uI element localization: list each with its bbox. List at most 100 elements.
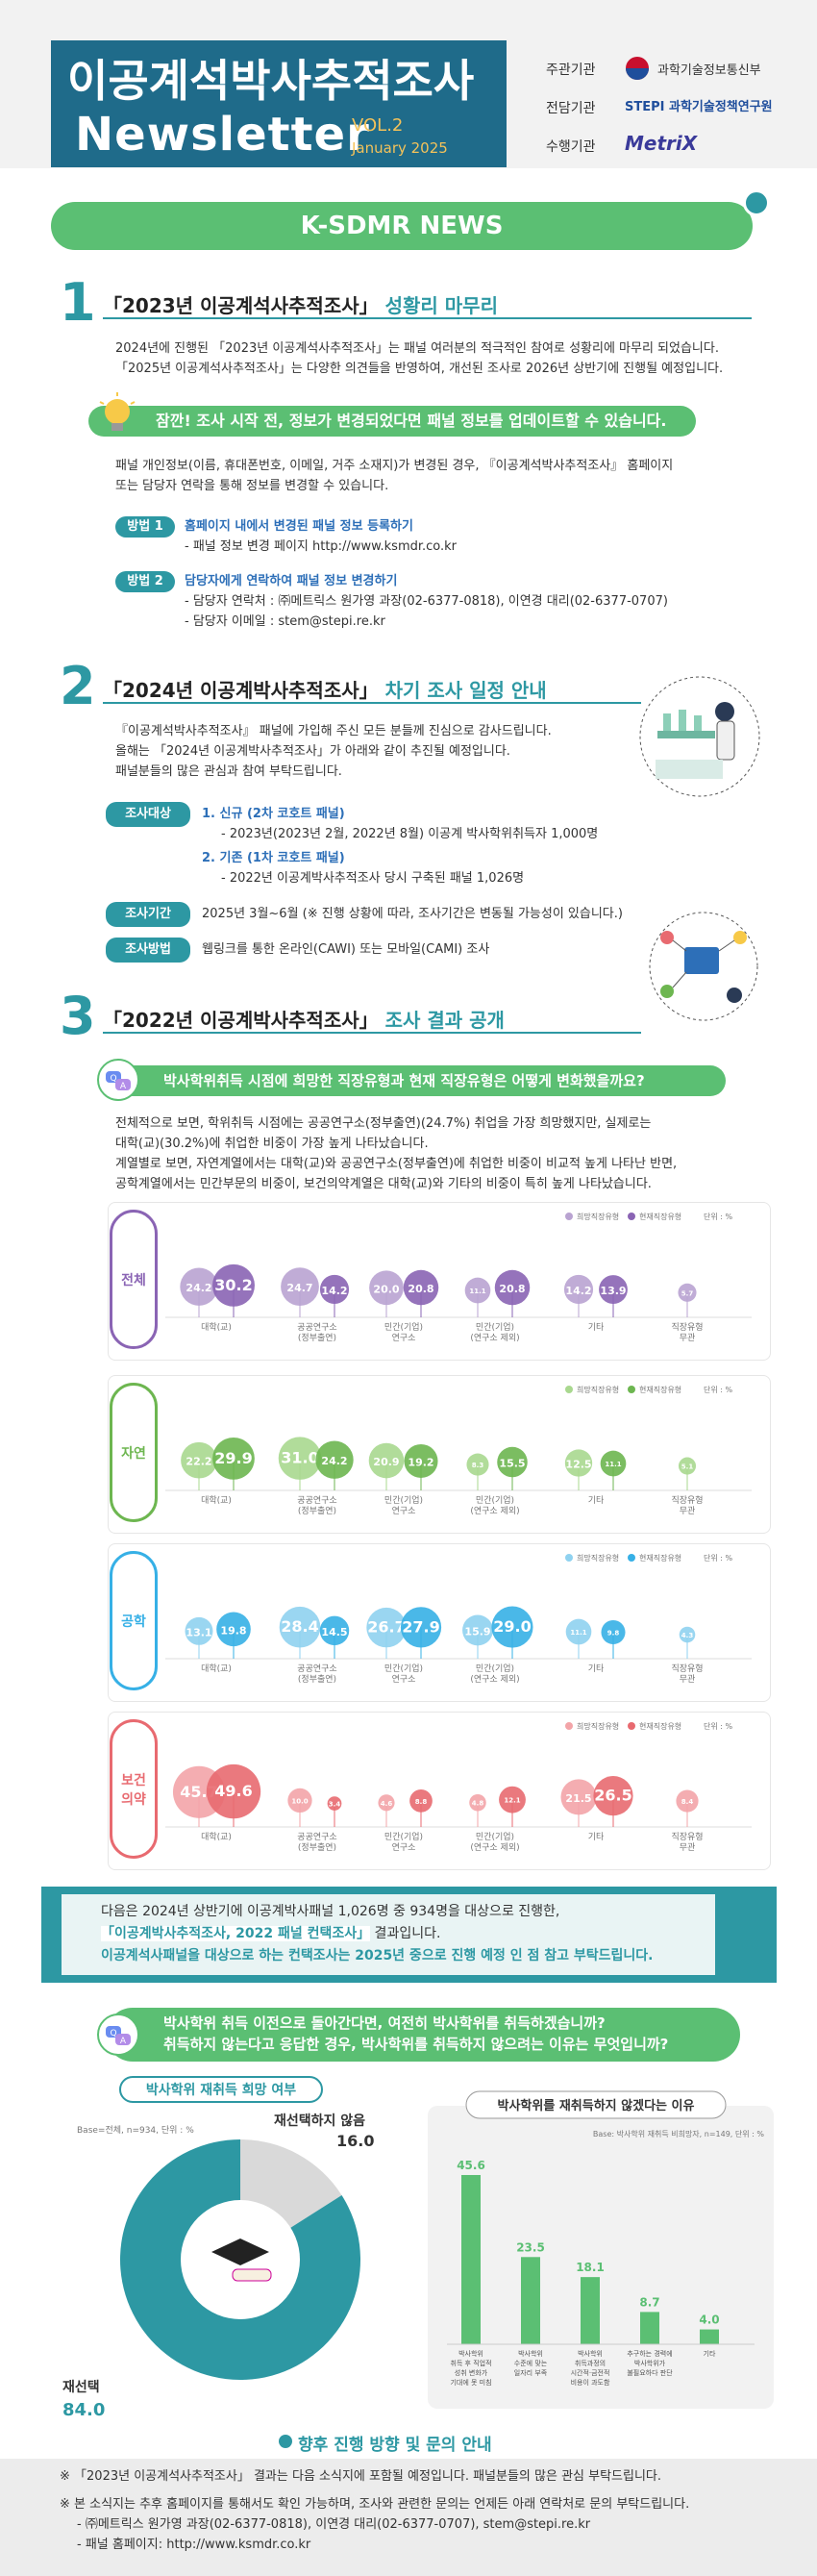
bubble-value: 29.0 bbox=[493, 1617, 531, 1636]
bar-value: 8.7 bbox=[639, 2295, 659, 2309]
bar-title: 박사학위를 재취득하지 않겠다는 이유 bbox=[498, 2098, 695, 2113]
question-2-pill bbox=[106, 2008, 740, 2062]
bubble-value: 13.9 bbox=[600, 1285, 626, 1297]
footer-line-1: ※ 「2023년 이공계석사추적조사」 결과는 다음 소식지에 포함될 예정입니… bbox=[60, 2469, 662, 2484]
bubble-point bbox=[319, 1274, 350, 1305]
researcher-illustration bbox=[639, 676, 760, 797]
graduation-cap-icon bbox=[211, 2238, 269, 2265]
bubble-point bbox=[181, 1441, 217, 1479]
bubble-point bbox=[564, 1449, 593, 1477]
pie-chart: 박사학위 재취득 희망 여부 Base=전체, n=934, 단위 : % 재선택하… bbox=[62, 2076, 374, 2420]
target-1-line: - 2023년(2023년 2월, 2022년 8월) 이공계 박사학위취득자 … bbox=[221, 827, 599, 841]
section-1-para2-2: 또는 담당자 연락을 통해 정보를 변경할 수 있습니다. bbox=[115, 479, 389, 493]
bar-category: 수준에 맞는 bbox=[514, 2359, 548, 2367]
category-label: 무관 bbox=[680, 1506, 696, 1516]
bar bbox=[461, 2174, 481, 2344]
summary-line-2-end: 결과입니다. bbox=[370, 1926, 441, 1941]
banner-dot bbox=[743, 189, 770, 216]
target-tag: 조사대상 bbox=[106, 802, 190, 827]
bubble-chart-frame bbox=[108, 1202, 771, 1361]
bubble-point bbox=[462, 1614, 493, 1646]
bubble-value: 19.2 bbox=[408, 1456, 433, 1468]
method-1-tag: 방법 1 bbox=[115, 516, 175, 538]
bubble-value: 19.8 bbox=[220, 1624, 246, 1637]
qa-bubble-icon-2: QA bbox=[97, 2013, 139, 2056]
section-1-number: 1 bbox=[60, 272, 96, 333]
section-3-para-1: 전체적으로 보면, 학위취득 시점에는 공공연구소(정부출연)(24.7%) 취… bbox=[115, 1116, 652, 1131]
bar-category: 일자리 부족 bbox=[514, 2368, 548, 2377]
bubble-point bbox=[378, 1794, 395, 1812]
bubble-value: 8.8 bbox=[415, 1798, 428, 1806]
legend-label-hope: 희망직장유형 bbox=[577, 1385, 619, 1394]
pie-value-no: 16.0 bbox=[336, 2132, 374, 2150]
bar-chart-frame bbox=[428, 2106, 774, 2409]
legend-unit: 단위 : % bbox=[704, 1721, 733, 1731]
period-text: 2025년 3월~6월 (※ 진행 상황에 따라, 조사기간은 변동될 가능성이… bbox=[202, 907, 623, 921]
question-2-line-1: 박사학위 취득 이전으로 돌아간다면, 여전히 박사학위를 취득하겠습니까? bbox=[163, 2014, 606, 2032]
footer-line-4: - 패널 홈페이지: http://www.ksmdr.co.kr bbox=[77, 2538, 311, 2552]
bar-category: 시간적·금전적 bbox=[571, 2368, 610, 2377]
section-3-para-4: 공학계열에서는 민간부문의 비중이, 보건의약계열은 대학(교)와 기타의 비중… bbox=[115, 1177, 652, 1191]
legend-swatch-hope bbox=[565, 1554, 573, 1562]
bar bbox=[581, 2277, 600, 2344]
bubble-value: 14.5 bbox=[321, 1626, 347, 1638]
category-label: 민간(기업) bbox=[476, 1495, 514, 1506]
section-1-para2-1: 패널 개인정보(이름, 휴대폰번호, 이메일, 거주 소재지)가 변경된 경우,… bbox=[115, 459, 674, 473]
svg-text:Q: Q bbox=[110, 1074, 116, 1084]
category-label: (연구소 제외) bbox=[470, 1841, 519, 1853]
section-1-title: 「2023년 이공계석사추적조사」 성황리 마무리 bbox=[103, 290, 498, 318]
category-label: (연구소 제외) bbox=[470, 1505, 519, 1516]
section-3-number: 3 bbox=[60, 986, 96, 1046]
svg-text:Q: Q bbox=[110, 2029, 116, 2038]
category-label: 무관 bbox=[680, 1674, 696, 1685]
bubble-value: 14.2 bbox=[565, 1285, 591, 1297]
target-2-line: - 2022년 이공계박사추적조사 당시 구축된 패널 1,026명 bbox=[221, 871, 525, 886]
bubble-point bbox=[469, 1793, 486, 1812]
method-1-line: - 패널 정보 변경 페이지 http://www.ksmdr.co.kr bbox=[185, 539, 458, 554]
bubble-point bbox=[600, 1450, 627, 1477]
bar-category: 성취 변화가 bbox=[455, 2368, 488, 2377]
bubble-point bbox=[565, 1618, 592, 1645]
volume: VOL.2 bbox=[352, 115, 404, 136]
legend-label-hope: 희망직장유형 bbox=[577, 1212, 619, 1221]
category-label: 직장유형 bbox=[671, 1495, 703, 1506]
bubble-point bbox=[560, 1779, 597, 1815]
bubble-value: 11.1 bbox=[570, 1629, 586, 1637]
bubble-chart-frame bbox=[108, 1712, 771, 1870]
bubble-point bbox=[409, 1789, 433, 1813]
bubble-chart-svg: 희망직장유형 현재직장유형 단위 : % 대학(교) 22.2 29.9 공공연구소(정부출… bbox=[165, 1385, 752, 1516]
bar-category: 박사학위 bbox=[458, 2349, 483, 2358]
legend-swatch-hope bbox=[565, 1213, 573, 1220]
bubble-point bbox=[206, 1763, 261, 1819]
bubble-value: 27.9 bbox=[402, 1617, 439, 1636]
bubble-value: 26.5 bbox=[594, 1787, 631, 1805]
next-dot-icon bbox=[279, 2435, 292, 2448]
bubble-point bbox=[494, 1269, 531, 1306]
bubble-point bbox=[369, 1270, 404, 1306]
section-2-para-1: 『이공계석박사추적조사』 패널에 가입해 주신 모든 분들께 진심으로 감사드립… bbox=[115, 724, 552, 738]
category-label: (연구소 제외) bbox=[470, 1332, 519, 1343]
bubble-chart-label: 전체 bbox=[110, 1210, 158, 1349]
bubble-point bbox=[315, 1440, 354, 1479]
method-tag: 조사방법 bbox=[106, 938, 190, 963]
method-2-line-1: - 담당자 연락처 : ㈜메트릭스 원가영 과장(02-6377-0818), … bbox=[185, 594, 668, 609]
category-label: 무관 bbox=[680, 1333, 696, 1343]
section-1-divider bbox=[103, 317, 752, 319]
section-2-title-a: 「2024년 이공계박사추적조사」 bbox=[103, 679, 379, 702]
bubble-value: 5.7 bbox=[681, 1289, 694, 1297]
bubble-value: 9.8 bbox=[607, 1629, 620, 1637]
bar-category: 추구하는 경력에 bbox=[627, 2349, 672, 2358]
bar-note: Base: 박사학위 재취득 비희망자, n=149, 단위 : % bbox=[593, 2129, 764, 2138]
footer-line-2: ※ 본 소식지는 추후 홈페이지를 통해서도 확인 가능하며, 조사와 관련한 … bbox=[60, 2497, 690, 2512]
bar bbox=[640, 2312, 659, 2344]
bubble-value: 49.6 bbox=[214, 1782, 252, 1800]
bar bbox=[700, 2329, 719, 2344]
pie-title: 박사학위 재취득 희망 여부 bbox=[146, 2082, 296, 2098]
bubble-point bbox=[180, 1267, 218, 1306]
section-2-para-3: 패널분들의 많은 관심과 참여 부탁드립니다. bbox=[115, 764, 342, 779]
legend-unit: 단위 : % bbox=[704, 1553, 733, 1563]
category-label: 기타 bbox=[588, 1663, 605, 1674]
section-3-question-pill: 박사학위취득 시점에 희망한 직장유형과 현재 직장유형은 어떻게 변화했을까요… bbox=[106, 1065, 726, 1096]
category-label: 공공연구소 bbox=[297, 1832, 336, 1842]
section-2-title: 「2024년 이공계박사추적조사」 차기 조사 일정 안내 bbox=[103, 675, 547, 703]
